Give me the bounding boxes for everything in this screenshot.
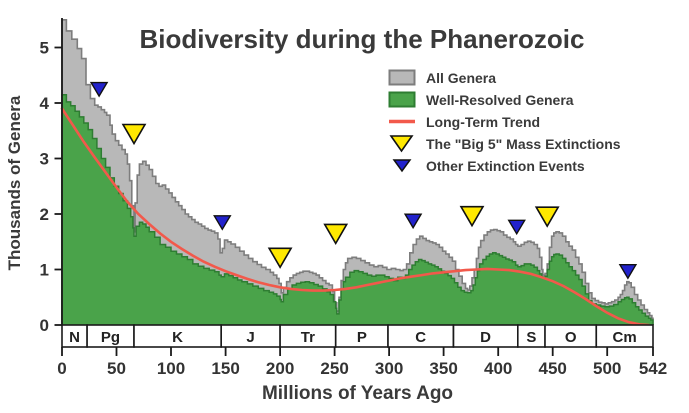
x-tick-label: 542: [639, 359, 667, 378]
legend-item-all-genera: All Genera: [388, 67, 621, 88]
legend-item-label: Other Extinction Events: [426, 157, 585, 174]
x-tick-label: 0: [57, 359, 66, 378]
all-genera-edge: [61, 19, 654, 325]
y-axis-label: Thousands of Genera: [5, 95, 24, 271]
long-term-trend-line: [60, 107, 650, 327]
x-tick-label: 50: [107, 359, 126, 378]
other-extinction-marker: [213, 215, 232, 231]
y-tick-label: 4: [40, 94, 50, 113]
period-label-S: S: [526, 329, 536, 346]
big5-triangle-icon: [388, 134, 418, 153]
other-extinction-marker: [507, 219, 526, 236]
x-tick-label: 400: [484, 359, 512, 378]
legend-item-label: The "Big 5" Mass Extinctions: [426, 135, 621, 152]
x-tick-label: 500: [593, 359, 621, 378]
other-extinction-triangle-icon: [388, 158, 418, 173]
x-tick-label: 350: [429, 359, 457, 378]
period-label-O: O: [565, 329, 577, 346]
y-tick-label: 0: [40, 316, 49, 335]
well-resolved-area: [62, 94, 653, 325]
y-tick-label: 3: [40, 150, 49, 169]
period-label-P: P: [357, 329, 367, 346]
y-tick-label: 1: [40, 261, 49, 280]
x-tick-label: 100: [157, 359, 185, 378]
y-tick-label: 2: [40, 205, 49, 224]
legend-item-well-resolved: Well-Resolved Genera: [388, 89, 621, 110]
well-resolved-edge: [61, 93, 654, 325]
period-label-Tr: Tr: [301, 329, 315, 346]
legend-item-other-extinctions: Other Extinction Events: [388, 155, 621, 176]
all-genera-area: [62, 19, 653, 326]
other-extinction-marker: [403, 213, 423, 230]
other-extinction-marker: [89, 81, 109, 98]
big5-extinction-marker: [459, 205, 485, 228]
legend-item-label: Long-Term Trend: [426, 113, 541, 130]
period-label-C: C: [415, 329, 426, 346]
period-label-Pg: Pg: [101, 329, 120, 346]
big5-extinction-marker: [267, 247, 293, 269]
big5-extinction-marker: [121, 123, 147, 146]
legend-item-big5: The "Big 5" Mass Extinctions: [388, 133, 621, 154]
period-label-J: J: [246, 329, 254, 346]
x-tick-label: 200: [266, 359, 294, 378]
legend-item-label: All Genera: [426, 69, 497, 86]
big5-extinction-marker: [534, 206, 560, 228]
x-tick-label: 450: [539, 359, 567, 378]
y-tick-label: 5: [40, 39, 49, 58]
x-tick-label: 250: [320, 359, 348, 378]
other-extinction-marker: [618, 264, 638, 280]
legend: All Genera Well-Resolved Genera Long-Ter…: [388, 67, 621, 177]
legend-item-trend: Long-Term Trend: [388, 111, 621, 132]
period-label-D: D: [480, 329, 491, 346]
period-box-Cm: [595, 324, 654, 348]
well-resolved-swatch-icon: [388, 91, 418, 108]
period-label-N: N: [69, 329, 80, 346]
chart-title: Biodiversity during the Phanerozoic: [139, 24, 585, 54]
big5-extinction-marker: [323, 223, 349, 245]
x-tick-label: 150: [211, 359, 239, 378]
all-genera-swatch-icon: [388, 69, 418, 86]
x-axis-label: Millions of Years Ago: [261, 383, 454, 404]
legend-item-label: Well-Resolved Genera: [426, 91, 574, 108]
period-label-K: K: [172, 329, 183, 346]
period-label-Cm: Cm: [613, 329, 637, 346]
x-tick-label: 300: [375, 359, 403, 378]
trend-line-swatch-icon: [388, 113, 418, 130]
